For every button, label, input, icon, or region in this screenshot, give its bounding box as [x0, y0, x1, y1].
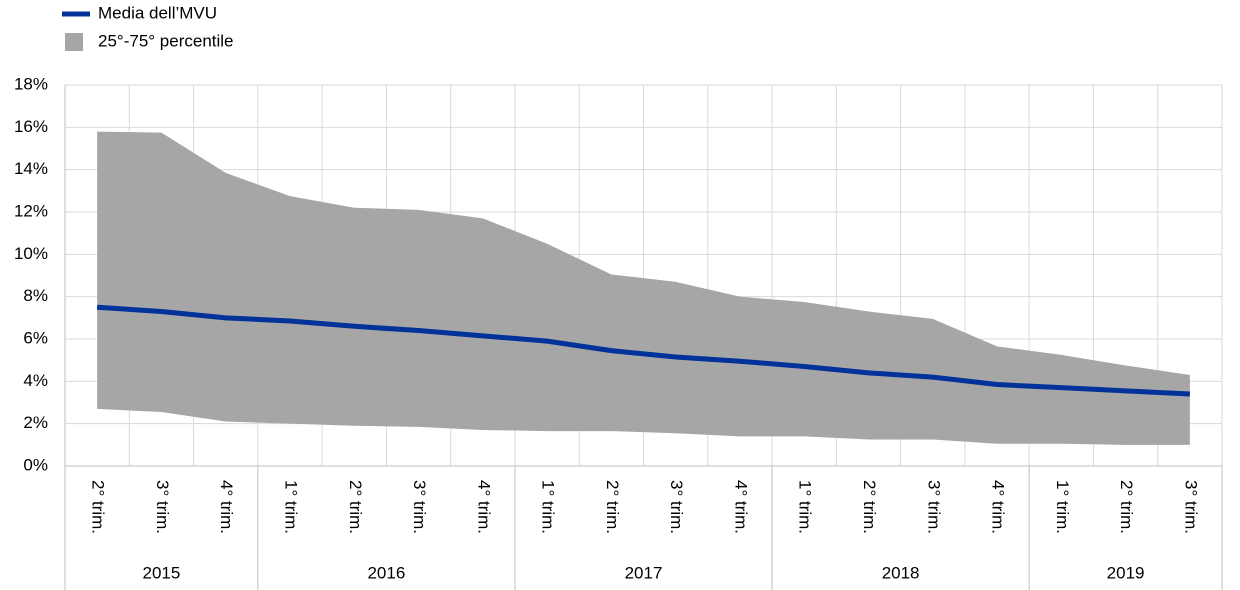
x-tick-label: 2° trim.	[89, 480, 108, 534]
group-label: 2019	[1107, 563, 1145, 582]
y-tick-label: 6%	[23, 328, 48, 347]
x-tick-label: 3° trim.	[410, 480, 429, 534]
x-tick-label: 3° trim.	[924, 480, 943, 534]
y-tick-label: 12%	[14, 201, 48, 220]
x-tick-label: 3° trim.	[667, 480, 686, 534]
y-tick-label: 4%	[23, 371, 48, 390]
x-tick-label: 3° trim.	[1181, 480, 1200, 534]
legend-swatch	[65, 33, 83, 51]
x-tick-label: 1° trim.	[796, 480, 815, 534]
y-tick-label: 16%	[14, 117, 48, 136]
y-tick-label: 0%	[23, 455, 48, 474]
group-label: 2015	[143, 563, 181, 582]
y-tick-label: 18%	[14, 74, 48, 93]
y-tick-label: 2%	[23, 413, 48, 432]
legend-label: 25°-75° percentile	[98, 31, 234, 50]
x-tick-label: 4° trim.	[731, 480, 750, 534]
y-tick-label: 8%	[23, 286, 48, 305]
y-tick-label: 14%	[14, 159, 48, 178]
x-tick-label: 4° trim.	[474, 480, 493, 534]
x-tick-label: 2° trim.	[346, 480, 365, 534]
x-tick-label: 1° trim.	[1053, 480, 1072, 534]
x-tick-label: 2° trim.	[860, 480, 879, 534]
group-label: 2018	[882, 563, 920, 582]
x-tick-label: 2° trim.	[603, 480, 622, 534]
group-label: 2016	[367, 563, 405, 582]
x-tick-label: 1° trim.	[539, 480, 558, 534]
x-tick-label: 4° trim.	[989, 480, 1008, 534]
x-tick-label: 3° trim.	[153, 480, 172, 534]
legend-label: Media dell’MVU	[98, 3, 217, 22]
mean-line	[96, 304, 1190, 397]
x-tick-label: 2° trim.	[1117, 480, 1136, 534]
x-tick-label: 4° trim.	[217, 480, 236, 534]
y-tick-label: 10%	[14, 244, 48, 263]
group-label: 2017	[625, 563, 663, 582]
x-tick-label: 1° trim.	[281, 480, 300, 534]
percentile-band	[97, 131, 1190, 445]
